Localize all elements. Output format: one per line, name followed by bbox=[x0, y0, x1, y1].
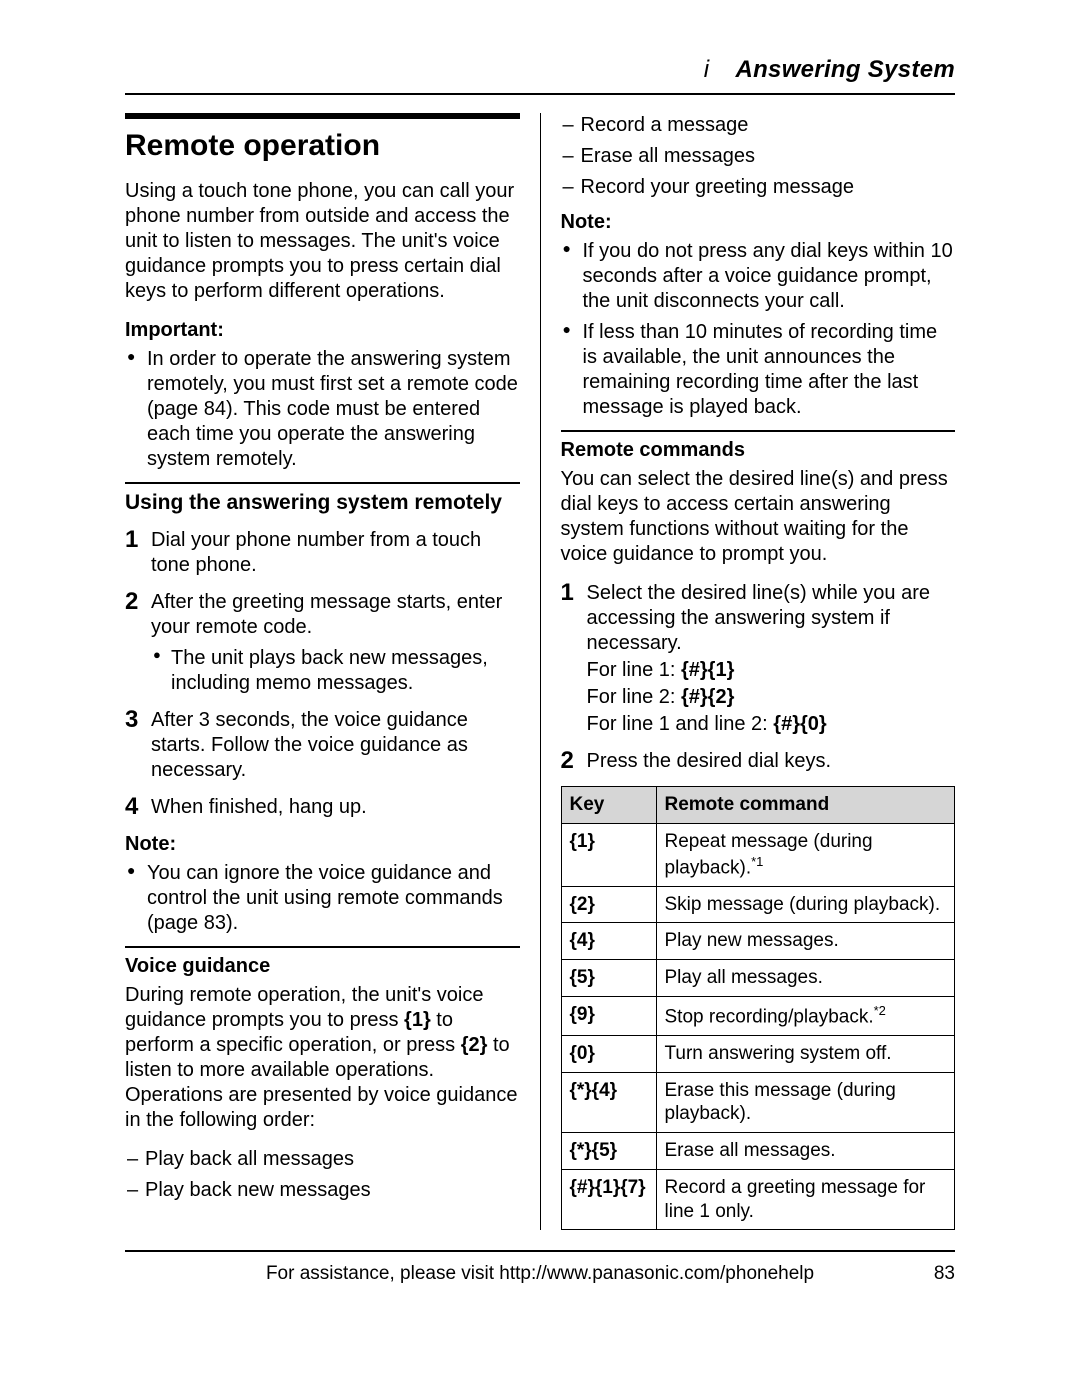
header-chapter: Answering System bbox=[735, 56, 955, 83]
voice-guidance-label: Voice guidance bbox=[125, 954, 520, 979]
remote-cmd-intro: You can select the desired line(s) and p… bbox=[561, 467, 956, 567]
header-prefix: i bbox=[704, 56, 710, 83]
table-cell-key: {*}{4} bbox=[561, 1072, 656, 1133]
remote-cmd-rule bbox=[561, 430, 956, 432]
table-head-key: Key bbox=[561, 787, 656, 824]
left-column: Remote operation Using a touch tone phon… bbox=[125, 113, 520, 1230]
table-row: {*}{4}Erase this message (during playbac… bbox=[561, 1072, 955, 1133]
line-option: For line 1 and line 2: {#}{0} bbox=[587, 712, 956, 737]
remote-cmd-label: Remote commands bbox=[561, 438, 956, 463]
voice-order-item: Play back all messages bbox=[125, 1147, 520, 1172]
step-text: When finished, hang up. bbox=[151, 796, 367, 818]
page-header: i Answering System bbox=[125, 55, 955, 95]
line-keys: {#}{2} bbox=[681, 686, 734, 708]
table-row: {1}Repeat message (during playback).*1 bbox=[561, 823, 955, 886]
table-cell-key: {1} bbox=[561, 823, 656, 886]
table-row: {*}{5}Erase all messages. bbox=[561, 1133, 955, 1170]
voice-order-list-right: Record a message Erase all messages Reco… bbox=[561, 113, 956, 200]
table-cell-key: {9} bbox=[561, 996, 656, 1035]
voice-order-item: Record a message bbox=[561, 113, 956, 138]
line-keys: {#}{1} bbox=[681, 659, 734, 681]
page-number: 83 bbox=[934, 1262, 955, 1286]
remote-command-table: Key Remote command {1}Repeat message (du… bbox=[561, 786, 956, 1230]
note-label-right: Note: bbox=[561, 210, 956, 235]
intro-paragraph: Using a touch tone phone, you can call y… bbox=[125, 179, 520, 304]
steps-list-left: Dial your phone number from a touch tone… bbox=[125, 528, 520, 820]
column-divider bbox=[540, 113, 541, 1230]
step-item: After the greeting message starts, enter… bbox=[125, 590, 520, 696]
step-text: After the greeting message starts, enter… bbox=[151, 591, 502, 638]
line-keys: {#}{0} bbox=[773, 713, 826, 735]
note-item: You can ignore the voice guidance and co… bbox=[125, 861, 520, 936]
step-text: Press the desired dial keys. bbox=[587, 750, 832, 772]
note-label-left: Note: bbox=[125, 832, 520, 857]
table-cell-key: {4} bbox=[561, 923, 656, 960]
line-label: For line 1 and line 2: bbox=[587, 713, 774, 735]
note-item: If you do not press any dial keys within… bbox=[561, 239, 956, 314]
line-label: For line 1: bbox=[587, 659, 681, 681]
table-row: {2}Skip message (during playback). bbox=[561, 886, 955, 923]
page-footer: For assistance, please visit http://www.… bbox=[125, 1250, 955, 1286]
table-cell-key: {0} bbox=[561, 1035, 656, 1072]
subsection-rule bbox=[125, 482, 520, 484]
important-item: In order to operate the answering system… bbox=[125, 347, 520, 472]
table-cell-cmd: Record a greeting message for line 1 onl… bbox=[656, 1169, 955, 1230]
line-label: For line 2: bbox=[587, 686, 681, 708]
footer-text: For assistance, please visit http://www.… bbox=[266, 1262, 814, 1286]
step-text: Select the desired line(s) while you are… bbox=[587, 582, 931, 654]
important-label: Important: bbox=[125, 318, 520, 343]
table-cell-key: {#}{1}{7} bbox=[561, 1169, 656, 1230]
table-row: {5}Play all messages. bbox=[561, 960, 955, 997]
step-item: Press the desired dial keys. bbox=[561, 749, 956, 774]
voice-order-item: Erase all messages bbox=[561, 144, 956, 169]
voice-order-item: Play back new messages bbox=[125, 1178, 520, 1203]
line-option: For line 2: {#}{2} bbox=[587, 685, 956, 710]
voice-guidance-rule bbox=[125, 946, 520, 948]
section-title: Remote operation bbox=[125, 127, 520, 165]
table-cell-cmd: Turn answering system off. bbox=[656, 1035, 955, 1072]
vg-key1: {1} bbox=[404, 1009, 431, 1031]
step-sub-item: The unit plays back new messages, includ… bbox=[151, 646, 520, 696]
table-cell-key: {*}{5} bbox=[561, 1133, 656, 1170]
step-item: When finished, hang up. bbox=[125, 795, 520, 820]
subsection-title: Using the answering system remotely bbox=[125, 490, 520, 516]
table-cell-cmd: Skip message (during playback). bbox=[656, 886, 955, 923]
note-list-left: You can ignore the voice guidance and co… bbox=[125, 861, 520, 936]
step-text: Dial your phone number from a touch tone… bbox=[151, 529, 481, 576]
table-head-cmd: Remote command bbox=[656, 787, 955, 824]
right-column: Record a message Erase all messages Reco… bbox=[561, 113, 956, 1230]
table-cell-cmd: Play new messages. bbox=[656, 923, 955, 960]
table-row: {0}Turn answering system off. bbox=[561, 1035, 955, 1072]
table-cell-cmd: Erase all messages. bbox=[656, 1133, 955, 1170]
vg-key2: {2} bbox=[461, 1034, 488, 1056]
step-item: Dial your phone number from a touch tone… bbox=[125, 528, 520, 578]
step-item: Select the desired line(s) while you are… bbox=[561, 581, 956, 737]
important-list: In order to operate the answering system… bbox=[125, 347, 520, 472]
voice-guidance-text: During remote operation, the unit's voic… bbox=[125, 983, 520, 1133]
note-list-right: If you do not press any dial keys within… bbox=[561, 239, 956, 420]
table-row: {#}{1}{7}Record a greeting message for l… bbox=[561, 1169, 955, 1230]
table-cell-cmd: Repeat message (during playback).*1 bbox=[656, 823, 955, 886]
table-cell-cmd: Stop recording/playback.*2 bbox=[656, 996, 955, 1035]
table-row: {9}Stop recording/playback.*2 bbox=[561, 996, 955, 1035]
voice-order-list-left: Play back all messages Play back new mes… bbox=[125, 1147, 520, 1203]
note-item: If less than 10 minutes of recording tim… bbox=[561, 320, 956, 420]
step-item: After 3 seconds, the voice guidance star… bbox=[125, 708, 520, 783]
step-text: After 3 seconds, the voice guidance star… bbox=[151, 709, 468, 781]
table-cell-key: {5} bbox=[561, 960, 656, 997]
line-option: For line 1: {#}{1} bbox=[587, 658, 956, 683]
section-rule bbox=[125, 113, 520, 119]
steps-list-right: Select the desired line(s) while you are… bbox=[561, 581, 956, 774]
voice-order-item: Record your greeting message bbox=[561, 175, 956, 200]
table-cell-cmd: Play all messages. bbox=[656, 960, 955, 997]
table-cell-cmd: Erase this message (during playback). bbox=[656, 1072, 955, 1133]
table-cell-key: {2} bbox=[561, 886, 656, 923]
table-row: {4}Play new messages. bbox=[561, 923, 955, 960]
